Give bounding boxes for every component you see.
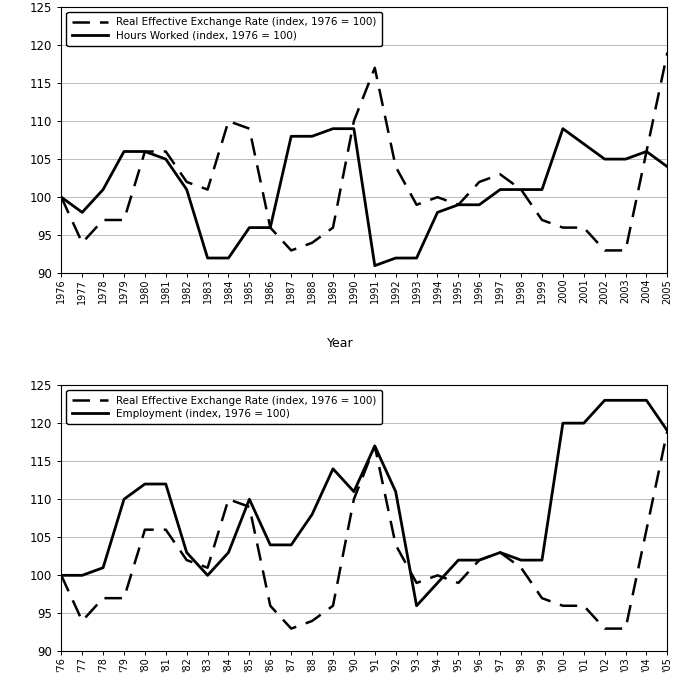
Text: Year: Year [327, 337, 354, 349]
Legend: Real Effective Exchange Rate (index, 1976 = 100), Employment (index, 1976 = 100): Real Effective Exchange Rate (index, 197… [67, 390, 382, 424]
Legend: Real Effective Exchange Rate (index, 1976 = 100), Hours Worked (index, 1976 = 10: Real Effective Exchange Rate (index, 197… [67, 12, 382, 46]
